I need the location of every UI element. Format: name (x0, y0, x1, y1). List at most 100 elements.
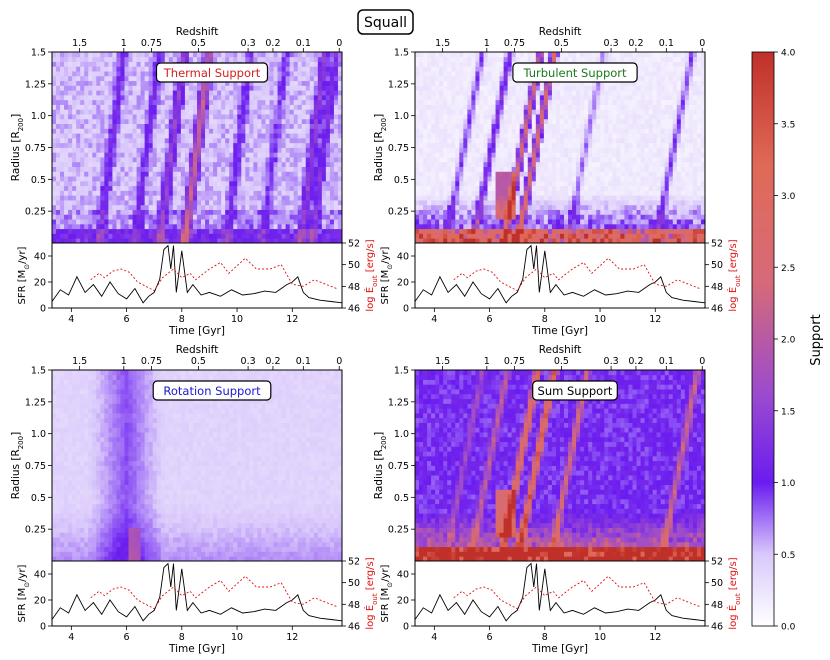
heatmap-cell (313, 147, 319, 153)
heatmap-cell (543, 200, 549, 206)
heatmap-cell (317, 61, 323, 67)
heatmap-cell (192, 157, 198, 163)
heatmap-cell (217, 161, 222, 167)
heatmap-cell (108, 157, 113, 163)
heatmap-cell (293, 128, 299, 134)
heatmap-cell (309, 133, 315, 139)
heatmap-cell (152, 56, 158, 62)
heatmap-cell (241, 56, 246, 62)
heatmap-cell (309, 180, 315, 187)
heatmap-cell (564, 176, 569, 182)
heatmap-cell (555, 90, 561, 96)
heatmap-cell (317, 123, 323, 129)
heatmap-cell (88, 75, 93, 82)
radius-tick-label: 1.0 (31, 111, 46, 122)
heatmap-cell (289, 123, 295, 129)
heatmap-cell (447, 114, 452, 120)
heatmap-cell (233, 123, 238, 129)
heatmap-cell (431, 142, 436, 148)
heatmap-cell (592, 161, 597, 167)
heatmap-cell (80, 233, 85, 239)
heatmap-cell (305, 56, 311, 62)
heatmap-cell (511, 56, 517, 62)
heatmap-cell (535, 109, 541, 115)
heatmap-cell (495, 80, 500, 86)
heatmap-cell (588, 204, 593, 210)
heatmap-cell (152, 171, 158, 177)
heatmap-cell (148, 195, 154, 201)
heatmap-cell (523, 219, 529, 225)
heatmap-cell (471, 80, 476, 86)
heatmap-cell (612, 190, 617, 196)
heatmap-cell (439, 142, 444, 148)
heatmap-cell (612, 204, 617, 210)
heatmap-cell (313, 219, 319, 225)
heatmap-cell (120, 238, 125, 244)
heatmap-cell (325, 56, 331, 62)
heatmap-cell (584, 209, 589, 215)
heatmap-cell (555, 176, 561, 182)
heatmap-cell (96, 137, 101, 144)
heatmap-cell (329, 180, 335, 187)
heatmap-cell (52, 204, 57, 210)
heatmap-cell (572, 180, 577, 187)
heatmap-cell (156, 123, 162, 129)
heatmap-cell (100, 209, 105, 215)
heatmap-cell (84, 71, 89, 77)
heatmap-cell (241, 137, 246, 144)
heatmap-cell (88, 176, 93, 182)
heatmap-cell (76, 85, 81, 91)
heatmap-cell (184, 99, 190, 105)
heatmap-cell (491, 228, 496, 234)
heatmap-cell (160, 104, 166, 110)
heatmap-cell (596, 90, 601, 96)
heatmap-cell (92, 85, 97, 91)
heatmap-cell (519, 99, 525, 105)
heatmap-cell (168, 180, 174, 187)
heatmap-cell (495, 90, 500, 96)
heatmap-cell (60, 200, 65, 206)
heatmap-cell (483, 204, 488, 210)
heatmap-cell (431, 161, 436, 167)
heatmap-cell (495, 219, 500, 225)
heatmap-cell (337, 219, 343, 225)
heatmap-cell (249, 114, 254, 120)
heatmap-cell (277, 171, 282, 177)
heatmap-cell (293, 118, 299, 125)
heatmap-cell (455, 114, 460, 120)
heatmap-cell (261, 147, 266, 153)
heatmap-cell (164, 123, 170, 129)
heatmap-cell (515, 157, 521, 163)
heatmap-cell (592, 123, 597, 129)
heatmap-cell (261, 166, 266, 172)
heatmap-cell (197, 114, 202, 120)
heatmap-cell (209, 161, 214, 167)
heatmap-cell (84, 133, 89, 139)
heatmap-cell (52, 94, 57, 101)
heatmap-cell (317, 99, 323, 105)
heatmap-cell (233, 118, 238, 125)
heatmap-cell (201, 180, 206, 187)
heatmap-cell (313, 180, 319, 187)
heatmap-cell (519, 223, 525, 230)
heatmap-cell (148, 233, 154, 239)
heatmap-cell (84, 161, 89, 167)
heatmap-cell (511, 128, 517, 134)
heatmap-cell (217, 133, 222, 139)
heatmap-cell (80, 185, 85, 191)
heatmap-cell (325, 152, 331, 158)
heatmap-cell (455, 171, 460, 177)
heatmap-cell (539, 85, 545, 91)
heatmap-cell (309, 142, 315, 148)
heatmap-cell (205, 52, 210, 58)
heatmap-cell (467, 99, 472, 105)
heatmap-cell (285, 109, 291, 115)
heatmap-cell (305, 118, 311, 125)
heatmap-cell (213, 118, 218, 125)
heatmap-cell (289, 228, 295, 234)
heatmap-cell (249, 214, 254, 220)
heatmap-cell (463, 195, 468, 201)
heatmap-cell (431, 114, 436, 120)
heatmap-cell (265, 166, 270, 172)
heatmap-cell (317, 80, 323, 86)
